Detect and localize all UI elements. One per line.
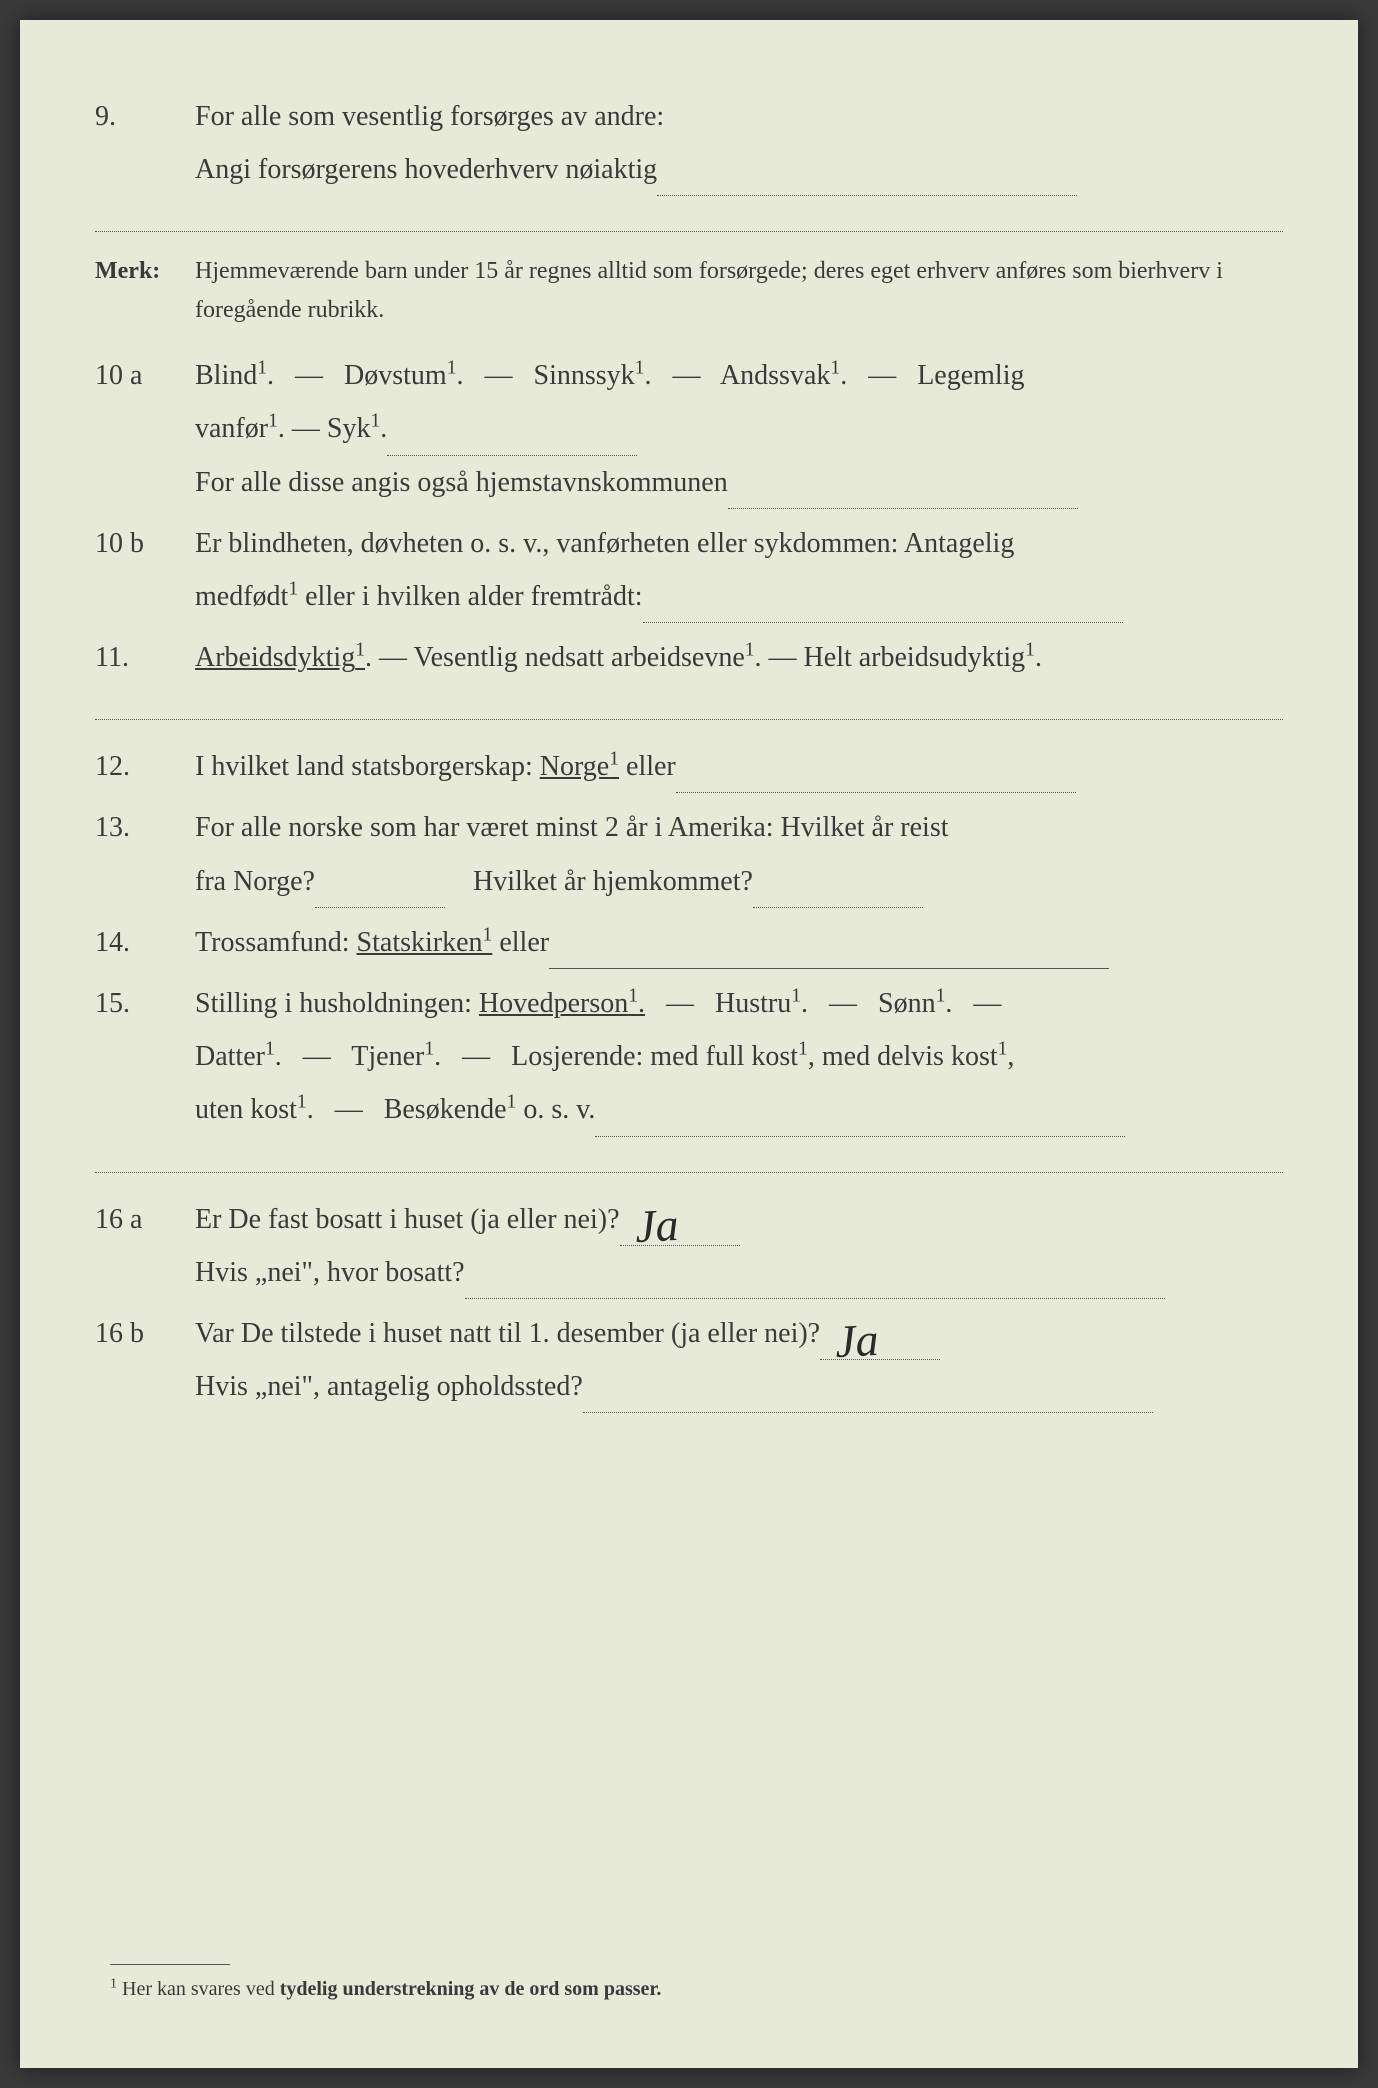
q16b-number: 16 b <box>95 1307 195 1413</box>
question-9: 9. For alle som vesentlig forsørges av a… <box>95 90 1283 196</box>
q14-selected: Statskirken1 <box>357 927 493 958</box>
footnote: 1 Her kan svares ved tydelig understrekn… <box>110 1964 661 2008</box>
q16b-blank2 <box>583 1380 1153 1414</box>
q13-line2: fra Norge? Hvilket år hjemkommet? <box>195 855 1283 908</box>
q15-line2: Datter1. — Tjener1. — Losjerende: med fu… <box>195 1030 1283 1083</box>
q14-content: Trossamfund: Statskirken1 eller <box>195 916 1283 969</box>
q10b-line2: medfødt1 eller i hvilken alder fremtrådt… <box>195 570 1283 623</box>
q11-selected: Arbeidsdyktig1 <box>195 642 365 673</box>
footnote-rule <box>110 1964 230 1965</box>
census-form-page: 9. For alle som vesentlig forsørges av a… <box>20 20 1358 2068</box>
q16b-answer: Ja <box>833 1295 881 1385</box>
q9-line1: For alle som vesentlig forsørges av andr… <box>195 90 1283 143</box>
q12-content: I hvilket land statsborgerskap: Norge1 e… <box>195 740 1283 793</box>
question-11: 11. Arbeidsdyktig1. — Vesentlig nedsatt … <box>95 631 1283 684</box>
q15-content: Stilling i husholdningen: Hovedperson1. … <box>195 977 1283 1137</box>
q10a-options-line1: Blind1. — Døvstum1. — Sinnssyk1. — Andss… <box>195 349 1283 402</box>
q13-content: For alle norske som har været minst 2 år… <box>195 801 1283 907</box>
q16a-content: Er De fast bosatt i huset (ja eller nei)… <box>195 1193 1283 1299</box>
question-13: 13. For alle norske som har været minst … <box>95 801 1283 907</box>
q15-number: 15. <box>95 977 195 1137</box>
footnote-marker: 1 <box>110 1976 117 1991</box>
q10b-line1: Er blindheten, døvheten o. s. v., vanfør… <box>195 517 1283 570</box>
q10b-content: Er blindheten, døvheten o. s. v., vanfør… <box>195 517 1283 623</box>
question-10a: 10 a Blind1. — Døvstum1. — Sinnssyk1. — … <box>95 349 1283 509</box>
q12-selected: Norge1 <box>540 751 619 782</box>
q16a-number: 16 a <box>95 1193 195 1299</box>
footnote-text: Her kan svares ved <box>122 1978 280 2000</box>
q16a-line2: Hvis „nei", hvor bosatt? <box>195 1246 1283 1299</box>
q9-content: For alle som vesentlig forsørges av andr… <box>195 90 1283 196</box>
footnote-bold: tydelig understrekning av de ord som pas… <box>280 1978 662 2000</box>
q13-number: 13. <box>95 801 195 907</box>
q13-blank2 <box>753 874 923 908</box>
q9-number: 9. <box>95 90 195 196</box>
q9-line2: Angi forsørgerens hovederhverv nøiaktig <box>195 143 1283 196</box>
divider-1 <box>95 231 1283 232</box>
q15-line3: uten kost1. — Besøkende1 o. s. v. <box>195 1083 1283 1136</box>
q16b-line1: Var De tilstede i huset natt til 1. dese… <box>195 1307 1283 1360</box>
q9-blank <box>657 163 1077 197</box>
q16a-blank2 <box>465 1265 1165 1299</box>
divider-3 <box>95 1172 1283 1173</box>
question-10b: 10 b Er blindheten, døvheten o. s. v., v… <box>95 517 1283 623</box>
q14-blank <box>549 935 1109 969</box>
q10a-number: 10 a <box>95 349 195 509</box>
q13-blank1 <box>315 874 445 908</box>
q10a-line3: For alle disse angis også hjemstavnskomm… <box>195 456 1283 509</box>
divider-2 <box>95 719 1283 720</box>
question-16b: 16 b Var De tilstede i huset natt til 1.… <box>95 1307 1283 1413</box>
q15-line1: Stilling i husholdningen: Hovedperson1. … <box>195 977 1283 1030</box>
question-14: 14. Trossamfund: Statskirken1 eller <box>95 916 1283 969</box>
q16b-content: Var De tilstede i huset natt til 1. dese… <box>195 1307 1283 1413</box>
merk-label: Merk: <box>95 252 195 329</box>
q10a-content: Blind1. — Døvstum1. — Sinnssyk1. — Andss… <box>195 349 1283 509</box>
q15-selected: Hovedperson1. <box>479 988 645 1019</box>
q16a-answer: Ja <box>632 1181 680 1271</box>
question-12: 12. I hvilket land statsborgerskap: Norg… <box>95 740 1283 793</box>
q10a-options-line2: vanfør1. — Syk1. <box>195 402 1283 455</box>
q11-content: Arbeidsdyktig1. — Vesentlig nedsatt arbe… <box>195 631 1283 684</box>
question-16a: 16 a Er De fast bosatt i huset (ja eller… <box>95 1193 1283 1299</box>
q16b-answer-blank: Ja <box>820 1327 940 1361</box>
q12-blank <box>676 760 1076 794</box>
merk-text: Hjemmeværende barn under 15 år regnes al… <box>195 252 1283 329</box>
q10b-blank <box>643 590 1123 624</box>
q15-blank <box>595 1103 1125 1137</box>
q10a-blank1 <box>387 422 637 456</box>
q16a-line1: Er De fast bosatt i huset (ja eller nei)… <box>195 1193 1283 1246</box>
q12-number: 12. <box>95 740 195 793</box>
q16b-line2: Hvis „nei", antagelig opholdssted? <box>195 1360 1283 1413</box>
question-15: 15. Stilling i husholdningen: Hovedperso… <box>95 977 1283 1137</box>
q11-number: 11. <box>95 631 195 684</box>
q10b-number: 10 b <box>95 517 195 623</box>
q16a-answer-blank: Ja <box>620 1212 740 1246</box>
merk-note: Merk: Hjemmeværende barn under 15 år reg… <box>95 252 1283 329</box>
q13-line1: For alle norske som har været minst 2 år… <box>195 801 1283 854</box>
q14-number: 14. <box>95 916 195 969</box>
q10a-blank2 <box>728 475 1078 509</box>
